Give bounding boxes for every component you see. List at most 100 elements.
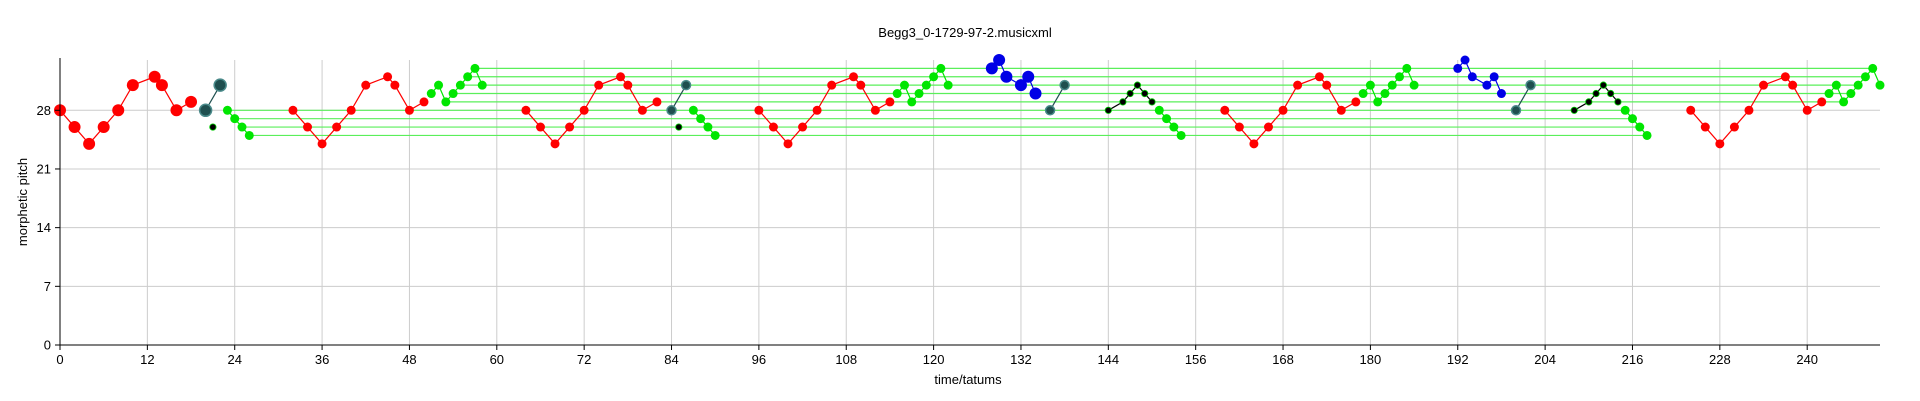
data-point bbox=[1453, 63, 1463, 73]
data-point bbox=[680, 79, 692, 91]
x-tick-label: 240 bbox=[1796, 352, 1818, 367]
data-point bbox=[477, 80, 487, 90]
data-point bbox=[1839, 97, 1849, 107]
data-point bbox=[1592, 89, 1600, 98]
data-point bbox=[213, 78, 227, 92]
data-point bbox=[1148, 98, 1156, 106]
data-point bbox=[885, 97, 895, 107]
data-point bbox=[921, 80, 931, 90]
x-tick-label: 84 bbox=[664, 352, 678, 367]
data-point bbox=[1868, 63, 1878, 73]
data-point bbox=[1022, 70, 1035, 83]
x-tick-label: 36 bbox=[315, 352, 329, 367]
series-line bbox=[1690, 76, 1823, 145]
data-point bbox=[1729, 122, 1739, 132]
y-tick-label: 28 bbox=[37, 103, 51, 118]
data-point bbox=[1365, 80, 1375, 90]
x-tick-label: 96 bbox=[752, 352, 766, 367]
data-point bbox=[1278, 105, 1288, 115]
data-point bbox=[812, 105, 822, 115]
x-tick-label: 180 bbox=[1360, 352, 1382, 367]
data-point bbox=[1358, 89, 1368, 99]
data-point bbox=[1570, 106, 1578, 114]
data-point bbox=[798, 122, 808, 132]
data-point bbox=[155, 79, 168, 92]
data-point bbox=[754, 105, 764, 115]
data-point bbox=[914, 89, 924, 99]
series-line bbox=[692, 109, 716, 136]
data-point bbox=[594, 80, 604, 90]
data-point bbox=[565, 122, 575, 132]
data-point bbox=[434, 80, 444, 90]
data-point bbox=[870, 105, 880, 115]
data-point bbox=[1700, 122, 1710, 132]
data-point bbox=[1802, 105, 1812, 115]
data-point bbox=[1489, 72, 1499, 82]
data-point bbox=[1744, 105, 1754, 115]
data-point bbox=[899, 80, 909, 90]
data-point bbox=[390, 80, 400, 90]
data-point bbox=[936, 63, 946, 73]
data-point bbox=[710, 130, 720, 140]
data-point bbox=[209, 123, 217, 131]
data-point bbox=[1014, 79, 1027, 92]
data-point bbox=[696, 114, 706, 124]
data-point bbox=[1176, 130, 1186, 140]
data-point bbox=[198, 103, 213, 118]
x-tick-label: 168 bbox=[1272, 352, 1294, 367]
data-point bbox=[521, 105, 531, 115]
data-point bbox=[1824, 89, 1834, 99]
data-point bbox=[1780, 72, 1790, 82]
data-point bbox=[68, 121, 81, 134]
series-line bbox=[59, 76, 192, 145]
y-tick-label: 21 bbox=[37, 161, 51, 176]
data-point bbox=[97, 121, 110, 134]
data-point bbox=[1788, 80, 1798, 90]
x-tick-label: 72 bbox=[577, 352, 591, 367]
data-point bbox=[1402, 63, 1412, 73]
data-point bbox=[1293, 80, 1303, 90]
x-tick-label: 0 bbox=[56, 352, 63, 367]
grid-lines bbox=[59, 60, 1880, 346]
data-point bbox=[652, 97, 662, 107]
data-point bbox=[849, 72, 859, 82]
data-point bbox=[317, 139, 327, 149]
x-tick-label: 60 bbox=[490, 352, 504, 367]
x-tick-label: 204 bbox=[1534, 352, 1556, 367]
data-point bbox=[1715, 139, 1725, 149]
data-point bbox=[1029, 87, 1042, 100]
data-point bbox=[1853, 80, 1863, 90]
data-point bbox=[1395, 72, 1405, 82]
data-point bbox=[1133, 81, 1142, 89]
data-point bbox=[1263, 122, 1273, 132]
data-point bbox=[1510, 105, 1522, 116]
data-point bbox=[688, 105, 698, 115]
x-tick-label: 156 bbox=[1185, 352, 1207, 367]
data-point bbox=[1119, 98, 1127, 106]
data-point bbox=[827, 80, 837, 90]
data-point bbox=[1467, 72, 1477, 82]
data-point bbox=[185, 95, 198, 108]
data-point bbox=[470, 63, 480, 73]
data-point bbox=[1059, 79, 1070, 91]
data-point bbox=[1614, 98, 1622, 106]
series-line bbox=[1573, 84, 1619, 111]
series-line bbox=[525, 76, 658, 145]
data-point bbox=[288, 105, 298, 115]
data-point bbox=[907, 97, 917, 107]
data-point bbox=[1154, 105, 1164, 115]
data-point bbox=[1380, 89, 1390, 99]
data-point bbox=[112, 104, 125, 117]
data-point bbox=[463, 72, 473, 82]
data-point bbox=[1373, 97, 1383, 107]
data-point bbox=[303, 122, 313, 132]
data-point bbox=[1525, 79, 1536, 91]
data-point bbox=[1831, 80, 1841, 90]
data-point bbox=[1351, 97, 1361, 107]
data-point bbox=[1599, 81, 1607, 89]
data-point bbox=[1104, 106, 1112, 114]
y-tick-label: 7 bbox=[44, 279, 51, 294]
data-point bbox=[1759, 80, 1769, 90]
data-point bbox=[993, 54, 1006, 66]
data-point bbox=[1169, 122, 1179, 132]
